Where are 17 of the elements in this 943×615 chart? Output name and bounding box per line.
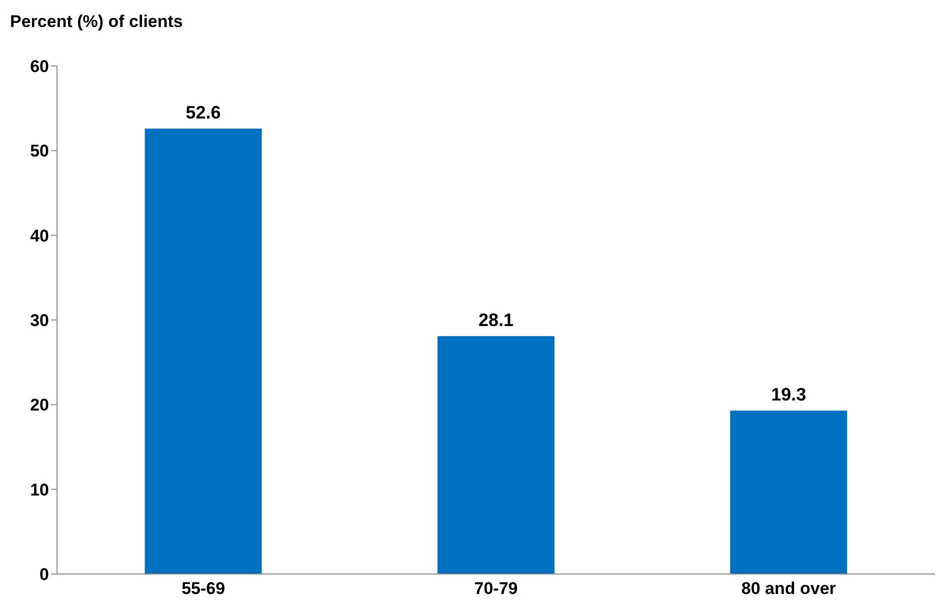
y-tick-label: 40 [30,226,49,246]
y-tick-label: 20 [30,396,49,415]
data-label: 19.3 [771,384,806,405]
bar [730,410,848,574]
data-label: 28.1 [478,310,514,330]
x-tick-label: 70-79 [474,579,518,598]
y-tick-label: 10 [30,480,49,500]
y-tick-label: 50 [30,142,49,161]
bar [144,128,262,574]
y-axis-title: Percent (%) of clients [10,12,183,32]
y-tick-label: 0 [40,565,49,584]
x-tick-label: 80 and over [741,579,836,598]
bar [437,336,554,574]
x-tick-label: 55-69 [182,579,226,598]
y-tick-label: 30 [30,311,49,330]
data-label: 52.6 [186,102,221,123]
y-tick-label: 60 [30,57,49,76]
